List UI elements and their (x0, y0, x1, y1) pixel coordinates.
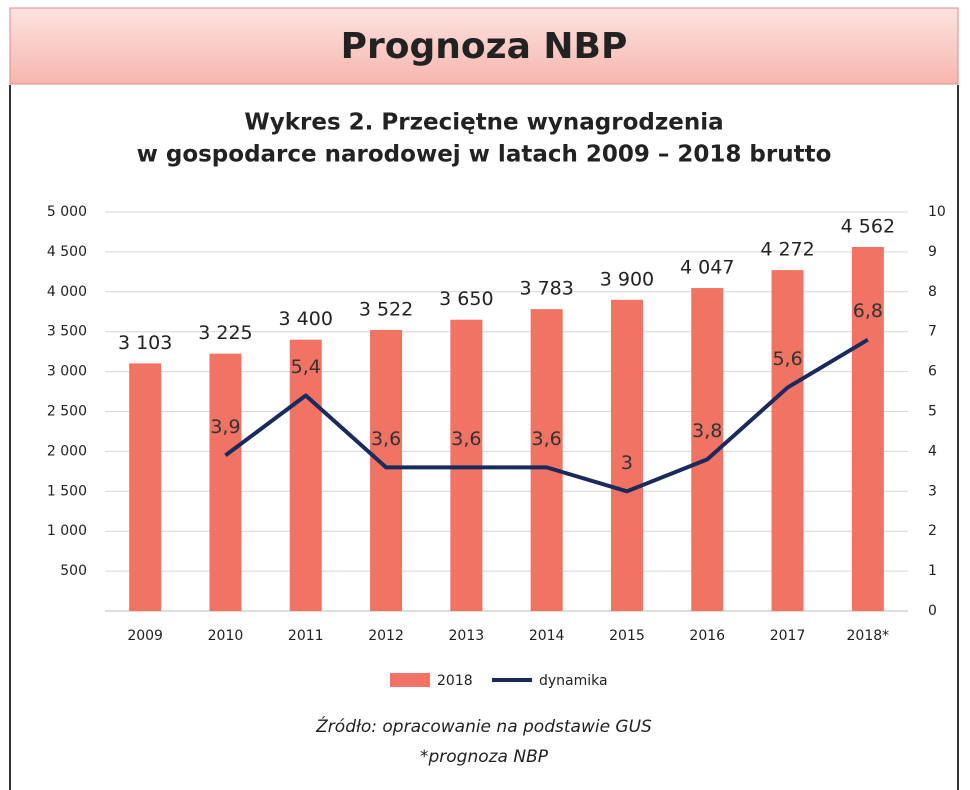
bar (851, 246, 884, 611)
line-value-label: 3,8 (692, 420, 722, 442)
bar (370, 329, 403, 611)
y2-tick-label: 5 (928, 404, 937, 420)
y-tick-label: 1 500 (47, 483, 87, 499)
line-value-label: 3,9 (210, 416, 240, 438)
header-title: Prognoza NBP (341, 26, 628, 67)
bar (289, 339, 322, 611)
line-value-label: 3,6 (451, 428, 481, 450)
bar-value-label: 3 400 (279, 308, 333, 330)
y-tick-label: 4 500 (47, 244, 87, 260)
y-tick-label: 3 000 (47, 364, 87, 380)
line-value-label: 5,4 (291, 356, 321, 378)
y-tick-label: 5 000 (47, 204, 87, 220)
y2-tick-label: 10 (928, 204, 946, 220)
bar-value-label: 3 783 (519, 278, 573, 300)
y2-tick-label: 3 (928, 483, 937, 499)
x-tick-label: 2013 (449, 628, 485, 644)
bar-value-label: 4 272 (760, 239, 814, 261)
y-tick-label: 2 000 (47, 443, 87, 459)
bar (530, 309, 563, 611)
y2-tick-label: 2 (928, 523, 937, 539)
bar (209, 353, 242, 611)
line-value-label: 3,6 (532, 428, 562, 450)
bar-value-label: 4 047 (680, 257, 734, 279)
line-series (224, 337, 869, 494)
x-tick-label: 2009 (127, 628, 163, 644)
bar (771, 270, 804, 611)
bar-value-label: 3 900 (600, 268, 654, 290)
x-tick-label: 2011 (288, 628, 324, 644)
x-tick-label: 2010 (208, 628, 244, 644)
bar-value-label: 3 225 (198, 322, 252, 344)
y2-tick-label: 8 (928, 284, 937, 300)
legend-label: dynamika (539, 673, 608, 689)
line-value-label: 3 (621, 452, 633, 474)
y2-tick-label: 6 (928, 364, 937, 380)
legend-swatch (390, 673, 430, 687)
x-tick-label: 2017 (770, 628, 806, 644)
y-tick-label: 3 500 (47, 324, 87, 340)
x-tick-label: 2012 (368, 628, 404, 644)
y2-tick-label: 0 (928, 603, 937, 619)
x-tick-label: 2018* (847, 628, 890, 644)
bar-value-label: 3 650 (439, 288, 493, 310)
header-banner (9, 7, 959, 85)
y-tick-label: 2 500 (47, 404, 87, 420)
x-tick-label: 2016 (689, 628, 725, 644)
bar-value-label: 3 522 (359, 298, 413, 320)
y-tick-label: 500 (60, 563, 87, 579)
chart-title: Wykres 2. Przeciętne wynagrodzenia (244, 110, 723, 136)
source-note: Źródło: opracowanie na podstawie GUS (315, 715, 652, 737)
x-tick-label: 2015 (609, 628, 645, 644)
legend-label: 2018 (437, 673, 473, 689)
y2-tick-label: 1 (928, 563, 937, 579)
y2-tick-label: 4 (928, 443, 937, 459)
bar-value-label: 3 103 (118, 332, 172, 354)
y2-tick-label: 7 (928, 324, 937, 340)
y2-tick-label: 9 (928, 244, 937, 260)
bar-value-label: 4 562 (841, 215, 895, 237)
bar (129, 363, 162, 611)
bar (610, 299, 643, 611)
line-value-label: 3,6 (371, 428, 401, 450)
x-tick-label: 2014 (529, 628, 565, 644)
chart-subtitle: w gospodarce narodowej w latach 2009 – 2… (137, 142, 832, 168)
y-tick-label: 4 000 (47, 284, 87, 300)
y-tick-label: 1 000 (47, 523, 87, 539)
line-value-label: 6,8 (853, 300, 883, 322)
forecast-note: *prognoza NBP (420, 747, 549, 767)
line-value-label: 5,6 (772, 348, 802, 370)
